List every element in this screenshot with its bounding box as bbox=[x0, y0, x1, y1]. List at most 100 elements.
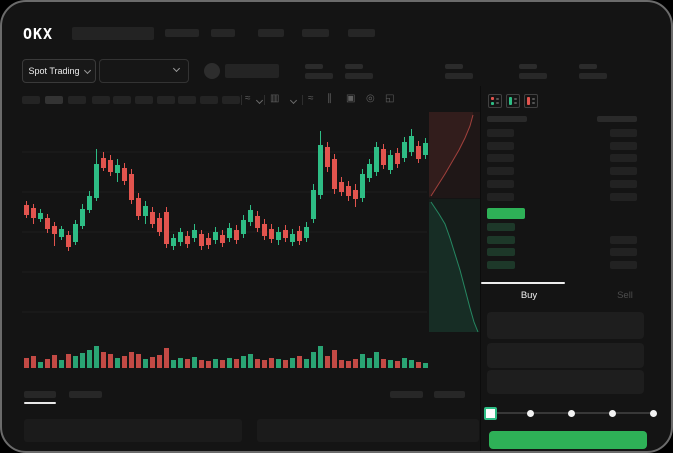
timeframe-placeholder[interactable] bbox=[22, 96, 40, 104]
bid-price-placeholder[interactable] bbox=[487, 223, 515, 231]
settings-icon[interactable]: ◎ bbox=[366, 93, 375, 104]
ask-price-placeholder[interactable] bbox=[487, 154, 514, 163]
bid-price-placeholder[interactable] bbox=[487, 235, 515, 244]
stat-value-placeholder bbox=[345, 73, 373, 79]
icon-mark bbox=[491, 97, 494, 100]
ask-price-placeholder[interactable] bbox=[487, 179, 514, 188]
nav-item-placeholder[interactable] bbox=[165, 29, 199, 37]
candle-body bbox=[388, 155, 393, 170]
stat-label-placeholder bbox=[445, 64, 463, 69]
volume-bar bbox=[269, 358, 274, 368]
candle-body bbox=[73, 224, 78, 242]
volume-bar bbox=[339, 360, 344, 368]
bottom-tab-placeholder[interactable] bbox=[390, 391, 423, 398]
ask-price-placeholder[interactable] bbox=[487, 192, 514, 201]
tab-sell[interactable]: Sell bbox=[577, 283, 671, 307]
ask-amount-placeholder[interactable] bbox=[610, 129, 637, 137]
compare-icon[interactable]: ∥ bbox=[327, 93, 332, 104]
candle-body bbox=[255, 216, 260, 228]
timeframe-placeholder[interactable] bbox=[200, 96, 218, 104]
volume-bar bbox=[416, 362, 421, 368]
ask-amount-placeholder[interactable] bbox=[610, 179, 637, 188]
candle-body bbox=[185, 236, 190, 244]
stat-label-placeholder bbox=[345, 64, 363, 69]
timeframe-placeholder[interactable] bbox=[178, 96, 196, 104]
price-input[interactable] bbox=[487, 312, 644, 339]
depth-ask-area bbox=[429, 112, 473, 197]
ask-amount-placeholder[interactable] bbox=[610, 141, 637, 150]
volume-bar bbox=[353, 359, 358, 368]
total-input[interactable] bbox=[487, 370, 644, 394]
amount-input[interactable] bbox=[487, 343, 644, 368]
timeframe-placeholder[interactable] bbox=[222, 96, 240, 104]
tab-buy[interactable]: Buy bbox=[481, 283, 577, 307]
candle-body bbox=[234, 230, 239, 240]
icon-mark bbox=[496, 98, 499, 100]
ask-price-placeholder[interactable] bbox=[487, 141, 514, 150]
indicators-icon[interactable]: ≈ bbox=[308, 93, 314, 104]
orderbook-col-header-price bbox=[487, 116, 527, 122]
tab-sell-label: Sell bbox=[617, 289, 633, 301]
bid-amount-placeholder[interactable] bbox=[610, 248, 637, 257]
bid-amount-placeholder[interactable] bbox=[610, 261, 637, 270]
ask-price-placeholder[interactable] bbox=[487, 129, 514, 137]
timeframe-placeholder[interactable] bbox=[157, 96, 175, 104]
volume-bar bbox=[227, 358, 232, 368]
camera-icon[interactable]: ▣ bbox=[346, 93, 356, 104]
search-bar-placeholder[interactable] bbox=[72, 27, 154, 40]
candle-body bbox=[164, 212, 169, 244]
pair-selector-dropdown[interactable] bbox=[99, 59, 189, 83]
timeframe-placeholder[interactable] bbox=[113, 96, 131, 104]
bottom-tab-placeholder[interactable] bbox=[434, 391, 465, 398]
candle-body bbox=[220, 235, 225, 243]
book-both-icon[interactable] bbox=[488, 94, 502, 108]
slider-dot[interactable] bbox=[649, 409, 657, 417]
volume-bar bbox=[87, 350, 92, 368]
last-price-tag[interactable] bbox=[487, 208, 525, 219]
nav-item-placeholder[interactable] bbox=[258, 29, 284, 37]
volume-bar bbox=[283, 360, 288, 368]
chart-type-icon[interactable]: ▥ bbox=[270, 93, 280, 104]
submit-buy-button[interactable] bbox=[489, 431, 647, 449]
nav-item-placeholder[interactable] bbox=[211, 29, 235, 37]
nav-item-placeholder[interactable] bbox=[348, 29, 375, 37]
nav-item-placeholder[interactable] bbox=[302, 29, 329, 37]
candle-body bbox=[360, 174, 365, 198]
slider-dot[interactable] bbox=[608, 409, 616, 417]
bid-price-placeholder[interactable] bbox=[487, 261, 515, 270]
book-bids-icon[interactable] bbox=[506, 94, 520, 108]
volume-bar bbox=[52, 355, 57, 368]
ask-amount-placeholder[interactable] bbox=[610, 154, 637, 163]
timeframe-placeholder[interactable] bbox=[135, 96, 153, 104]
candle-body bbox=[31, 208, 36, 218]
volume-bar bbox=[136, 354, 141, 368]
bid-price-placeholder[interactable] bbox=[487, 248, 515, 257]
market-type-dropdown[interactable]: Spot Trading bbox=[22, 59, 96, 83]
active-tab-indicator bbox=[481, 282, 565, 284]
volume-bar bbox=[304, 359, 309, 368]
line-style-icon[interactable]: ≈ bbox=[245, 93, 251, 104]
candle-body bbox=[318, 145, 323, 195]
depth-ask-wash bbox=[429, 112, 481, 198]
volume-bar bbox=[360, 354, 365, 368]
volume-bar bbox=[409, 360, 414, 368]
ask-price-placeholder[interactable] bbox=[487, 167, 514, 176]
slider-dot[interactable] bbox=[527, 409, 535, 417]
market-type-label: Spot Trading bbox=[28, 66, 80, 76]
slider-dot[interactable] bbox=[568, 409, 575, 417]
ask-amount-placeholder[interactable] bbox=[610, 192, 637, 201]
slider-dot[interactable] bbox=[483, 406, 497, 420]
bottom-tab-placeholder[interactable] bbox=[24, 391, 56, 398]
fullscreen-icon[interactable]: ◱ bbox=[385, 93, 395, 104]
timeframe-placeholder[interactable] bbox=[45, 96, 63, 104]
orderbook-panel: Buy Sell bbox=[480, 86, 671, 451]
candle-body bbox=[381, 149, 386, 165]
timeframe-placeholder[interactable] bbox=[68, 96, 86, 104]
bid-amount-placeholder[interactable] bbox=[610, 235, 637, 244]
book-asks-icon[interactable] bbox=[524, 94, 538, 108]
timeframe-placeholder[interactable] bbox=[92, 96, 110, 104]
bottom-tab-placeholder[interactable] bbox=[69, 391, 102, 398]
depth-bid-area bbox=[429, 202, 478, 332]
ask-amount-placeholder[interactable] bbox=[610, 167, 637, 176]
